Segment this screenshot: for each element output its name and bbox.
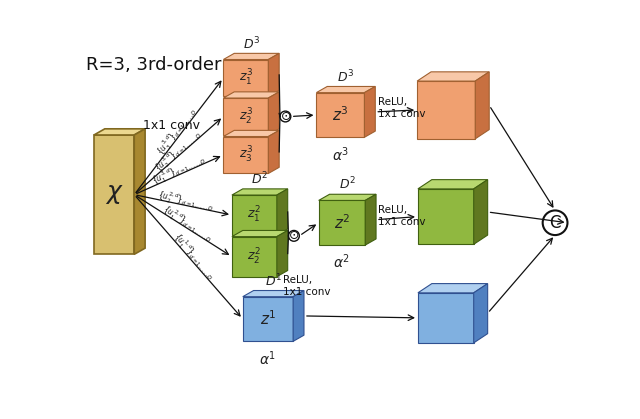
Text: $\alpha^3$: $\alpha^3$: [332, 145, 349, 163]
Polygon shape: [316, 93, 364, 137]
Polygon shape: [365, 194, 376, 245]
Polygon shape: [474, 180, 488, 244]
Text: $\{u_1^{1,d}\}_{d=1,...,D}$: $\{u_1^{1,d}\}_{d=1,...,D}$: [169, 230, 218, 284]
Polygon shape: [268, 92, 279, 135]
Text: $D^2$: $D^2$: [339, 176, 356, 193]
Text: $\{u_1^{3,d}\}_{d=1,...,D}$: $\{u_1^{3,d}\}_{d=1,...,D}$: [150, 152, 209, 189]
Text: R=3, 3rd-order: R=3, 3rd-order: [86, 57, 221, 75]
Polygon shape: [243, 290, 304, 297]
Text: $\{u_2^{3,d}\}_{d=1,...,D}$: $\{u_2^{3,d}\}_{d=1,...,D}$: [151, 126, 205, 176]
Polygon shape: [417, 72, 489, 81]
Polygon shape: [94, 129, 145, 135]
Polygon shape: [223, 98, 268, 135]
Polygon shape: [223, 53, 279, 59]
Polygon shape: [223, 137, 268, 173]
Polygon shape: [319, 200, 365, 245]
Text: $z_2^2$: $z_2^2$: [248, 247, 261, 266]
Polygon shape: [223, 130, 279, 137]
Text: $z_1^3$: $z_1^3$: [239, 68, 253, 88]
Polygon shape: [476, 72, 489, 139]
Polygon shape: [417, 81, 476, 139]
Text: $z_1^2$: $z_1^2$: [248, 205, 261, 225]
Text: $\odot$: $\odot$: [288, 229, 300, 242]
Text: $z_2^3$: $z_2^3$: [239, 106, 253, 127]
Text: $z^2$: $z^2$: [333, 213, 350, 232]
Polygon shape: [223, 92, 279, 98]
Polygon shape: [243, 297, 293, 341]
Text: 1x1 conv: 1x1 conv: [143, 119, 200, 132]
Text: $\chi$: $\chi$: [105, 183, 124, 206]
Polygon shape: [232, 230, 288, 237]
Polygon shape: [268, 130, 279, 173]
Polygon shape: [223, 59, 268, 96]
Text: $D^3$: $D^3$: [243, 35, 260, 52]
Polygon shape: [293, 290, 304, 341]
Text: ReLU,
1x1 conv: ReLU, 1x1 conv: [378, 205, 426, 227]
Text: $z_3^3$: $z_3^3$: [239, 145, 253, 165]
Text: $z^3$: $z^3$: [332, 106, 349, 124]
Polygon shape: [277, 230, 288, 277]
Polygon shape: [364, 86, 375, 137]
Text: $\odot$: $\odot$: [280, 110, 291, 123]
Polygon shape: [232, 237, 277, 277]
Polygon shape: [268, 53, 279, 96]
Polygon shape: [474, 284, 488, 343]
Text: C: C: [549, 214, 561, 232]
Polygon shape: [232, 189, 288, 195]
Text: $\alpha^2$: $\alpha^2$: [333, 253, 351, 272]
Text: ReLU,
1x1 conv: ReLU, 1x1 conv: [284, 275, 331, 297]
Polygon shape: [418, 284, 488, 293]
Polygon shape: [232, 195, 277, 235]
Polygon shape: [277, 189, 288, 235]
Polygon shape: [418, 189, 474, 244]
Polygon shape: [94, 135, 134, 254]
Text: $\{u_1^{2,d}\}_{d=1,...,D}$: $\{u_1^{2,d}\}_{d=1,...,D}$: [159, 202, 216, 246]
Text: $z^1$: $z^1$: [260, 310, 276, 328]
Circle shape: [280, 111, 291, 122]
Circle shape: [543, 210, 568, 235]
Polygon shape: [418, 293, 474, 343]
Text: $D^1$: $D^1$: [265, 272, 282, 289]
Text: $D^3$: $D^3$: [337, 68, 355, 85]
Circle shape: [289, 230, 300, 241]
Polygon shape: [134, 129, 145, 254]
Text: ReLU,
1x1 conv: ReLU, 1x1 conv: [378, 97, 425, 119]
Text: $\alpha^1$: $\alpha^1$: [259, 349, 276, 367]
Polygon shape: [319, 194, 376, 200]
Polygon shape: [316, 86, 375, 93]
Text: $\{u_3^{3,d}\}_{d=1,...,D}$: $\{u_3^{3,d}\}_{d=1,...,D}$: [154, 104, 201, 159]
Text: $\{u_2^{2,d}\}_{d=1,...,D}$: $\{u_2^{2,d}\}_{d=1,...,D}$: [156, 188, 216, 215]
Polygon shape: [418, 180, 488, 189]
Text: $D^2$: $D^2$: [252, 171, 268, 187]
